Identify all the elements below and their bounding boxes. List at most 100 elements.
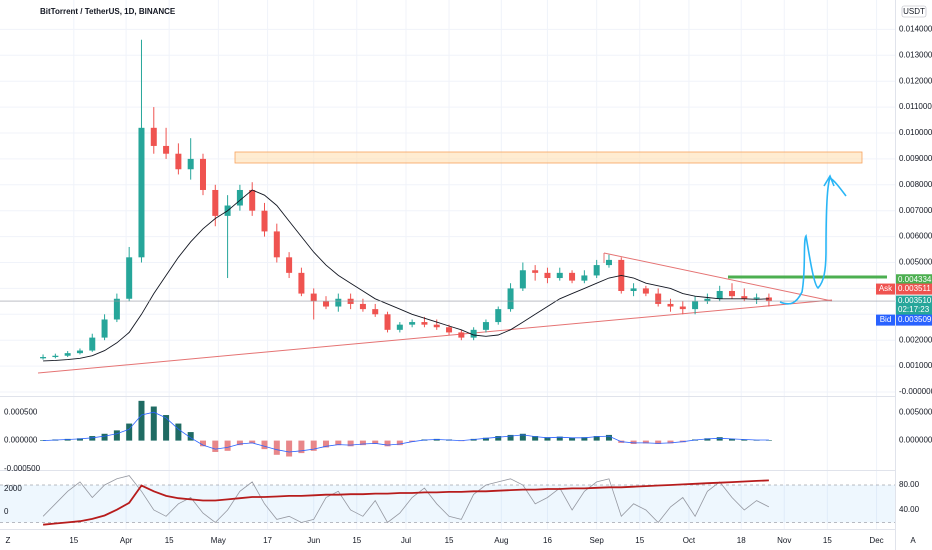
candle-body <box>163 145 170 154</box>
candle-body <box>126 257 133 299</box>
candle-body <box>482 322 489 330</box>
histogram-bar <box>519 433 526 441</box>
candle-body <box>704 298 711 302</box>
price-axis <box>895 0 932 530</box>
candle-body <box>544 272 551 279</box>
currency-box <box>901 5 927 18</box>
price-tag-timer: 02:17:23 <box>898 305 930 314</box>
trend-line <box>603 252 833 302</box>
histogram-bar <box>286 440 293 457</box>
candle-body <box>642 288 649 294</box>
symbol-title: BitTorrent / TetherUS, 1D, BINANCE <box>40 7 176 16</box>
histogram-bar <box>396 440 403 446</box>
candle-body <box>323 301 330 307</box>
histogram-bar <box>335 440 342 446</box>
histogram-bar <box>347 440 354 447</box>
histogram-bar <box>261 440 268 450</box>
moving-average <box>43 189 769 362</box>
histogram-bar <box>741 439 748 441</box>
y-tick-label: 0 <box>4 507 9 516</box>
x-tick-label: 15 <box>823 536 832 545</box>
candle-body <box>630 288 637 291</box>
price-tag-name-box <box>876 314 895 326</box>
histogram-bar <box>507 434 514 441</box>
histogram-bar <box>482 437 489 441</box>
histogram-bar <box>89 436 96 441</box>
histogram-bar <box>298 440 305 454</box>
histogram-bar <box>593 436 600 441</box>
histogram-bar <box>236 440 243 446</box>
histogram-bar <box>544 437 551 441</box>
y2-tick-label: 40.00 <box>899 505 920 514</box>
x-tick-label: Jul <box>401 536 411 545</box>
histogram-bar <box>569 437 576 441</box>
y-tick-label: 0.002000 <box>899 335 932 344</box>
candle-body <box>150 127 157 146</box>
histogram-bar <box>113 430 120 441</box>
toolbar-button[interactable]: A <box>910 536 916 545</box>
y-tick-label: 0.009000 <box>899 154 932 163</box>
x-tick-label: 18 <box>737 536 746 545</box>
price-tag <box>896 274 932 286</box>
candle-body <box>249 189 256 211</box>
y-tick-label: 0.014000 <box>899 25 932 34</box>
x-tick-label: Aug <box>494 536 508 545</box>
y-tick-label: 0.005000 <box>899 258 932 267</box>
y-tick-label: 0.000000 <box>4 436 38 445</box>
y2-tick-label: 0.000000 <box>899 436 932 445</box>
candle-body <box>335 298 342 307</box>
signal-line <box>43 411 769 453</box>
candle-body <box>40 357 47 359</box>
y-tick-label: 2000 <box>4 484 22 493</box>
x-tick-label: 16 <box>543 536 552 545</box>
axes: 15 Apr 15 May 17 Jun 15 Jul 15 Aug 16 Sep 15 Oct 18 Nov… <box>4 25 932 545</box>
histogram-bar <box>409 440 416 442</box>
price-tag <box>896 295 932 316</box>
candle-body <box>458 332 465 338</box>
candle-body <box>569 272 576 281</box>
histogram-bar <box>163 415 170 441</box>
histogram-bar <box>76 438 83 441</box>
histogram-bar <box>667 440 674 444</box>
x-tick-label: Dec <box>869 536 883 545</box>
histogram-bar <box>372 440 379 445</box>
x-tick-label: 15 <box>352 536 361 545</box>
toolbar-button[interactable]: Z <box>6 536 11 545</box>
candle-body <box>507 288 514 310</box>
candle-body <box>655 293 662 304</box>
candle-body <box>236 189 243 206</box>
histogram-bar <box>765 440 772 441</box>
histogram-bar <box>716 437 723 441</box>
candle-body <box>765 297 772 302</box>
candle-body <box>138 127 145 258</box>
price-tag-name-box <box>876 283 895 295</box>
candle-body <box>409 322 416 325</box>
candle-body <box>667 303 674 307</box>
histogram-bar <box>630 440 637 445</box>
histogram-bar <box>384 440 391 447</box>
candle-body <box>76 350 83 354</box>
histogram-bar <box>199 440 206 447</box>
x-tick-label: 15 <box>69 536 78 545</box>
trend-line <box>37 299 833 374</box>
y-tick-label: 0.011000 <box>899 102 932 111</box>
candle-body <box>753 297 760 299</box>
y-tick-label: 0.000500 <box>4 407 38 416</box>
candle-body <box>692 301 699 310</box>
candle-body <box>101 319 108 338</box>
candle-body <box>396 324 403 330</box>
y-tick-label: 0.013000 <box>899 50 932 59</box>
histogram-bar <box>249 440 256 444</box>
y-tick-label: 0.007000 <box>899 206 932 215</box>
candle-body <box>581 275 588 281</box>
histogram-bar <box>359 440 366 446</box>
candle-body <box>470 329 477 338</box>
histogram-bar <box>187 432 194 441</box>
candle-body <box>89 337 96 351</box>
y-tick-label: -0.000500 <box>4 464 41 473</box>
x-tick-label: 15 <box>445 536 454 545</box>
candle-body <box>64 353 71 356</box>
